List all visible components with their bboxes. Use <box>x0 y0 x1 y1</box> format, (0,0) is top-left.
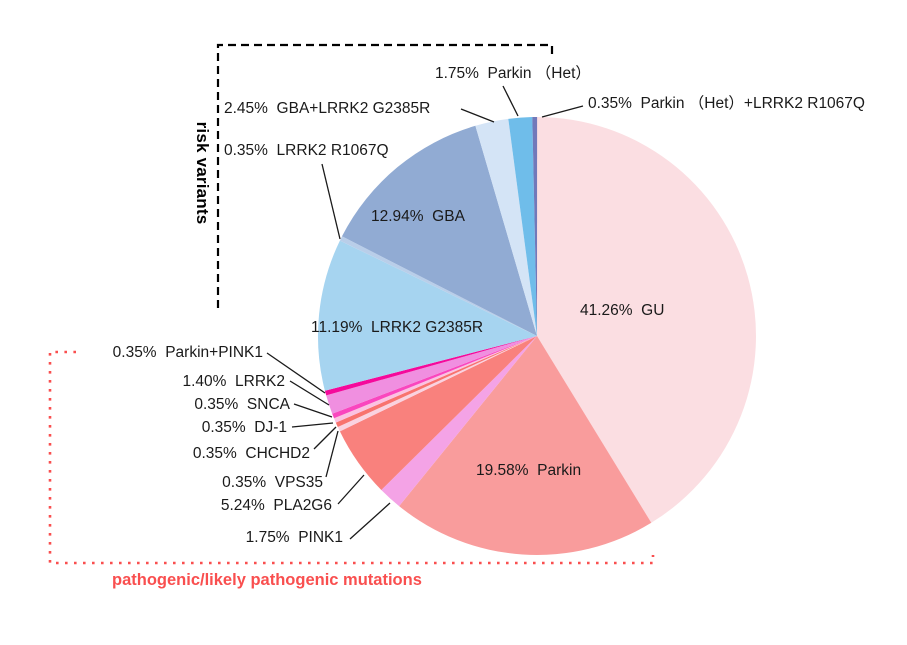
slice-label-lrrk2-g2385r: 11.19% LRRK2 G2385R <box>311 319 483 336</box>
pie-slice-parkin-pink1 <box>324 336 537 396</box>
leader-line-gba-lrrk2-g2385r <box>460 108 495 123</box>
leader-line-snca <box>293 403 333 418</box>
leader-line-chchd2 <box>313 426 337 450</box>
leader-line-pink1 <box>349 502 391 540</box>
slice-label-gba-lrrk2-g2385r: 2.45% GBA+LRRK2 G2385R <box>224 100 430 117</box>
slice-label-lrrk2-r1067q: 0.35% LRRK2 R1067Q <box>224 142 389 159</box>
slice-labels-group: 41.26% GU 19.58% Parkin 1.75% PINK1 5.24% P… <box>113 65 865 546</box>
slice-label-gu: 41.26% GU <box>580 302 664 319</box>
pie-slice-vps35 <box>337 336 537 432</box>
pie-slice-lrrk2-g2385r <box>317 240 537 391</box>
leader-line-dj-1 <box>291 422 334 428</box>
slice-label-pink1: 1.75% PINK1 <box>246 529 343 546</box>
pie-slice-gba <box>342 125 537 336</box>
slice-label-parkin: 19.58% Parkin <box>476 462 581 479</box>
slice-label-lrrk2: 1.40% LRRK2 <box>182 373 285 390</box>
slice-label-pla2g6: 5.24% PLA2G6 <box>221 497 332 514</box>
leader-line-pla2g6 <box>337 474 365 505</box>
pie-slice-gba-lrrk2-g2385r <box>475 118 537 337</box>
leader-line-parkin-pink1 <box>266 352 326 394</box>
slice-label-parkin-het: 1.75% Parkin （Het） <box>435 65 591 82</box>
pie-slice-chchd2 <box>335 336 537 427</box>
leader-line-parkin-het-lrrk2-r1067q <box>541 105 584 118</box>
risk-variants-bracket <box>216 43 554 308</box>
leader-line-parkin-het <box>502 85 519 117</box>
slice-label-vps35: 0.35% VPS35 <box>222 474 323 491</box>
pie-slice-lrrk2 <box>326 336 537 414</box>
slice-label-chchd2: 0.35% CHCHD2 <box>193 445 310 462</box>
pie-slice-parkin-het <box>508 117 537 336</box>
pie-slice-pla2g6 <box>339 336 537 490</box>
slice-label-parkin-pink1: 0.35% Parkin+PINK1 <box>113 344 263 361</box>
pie-slices-group <box>317 116 756 555</box>
leader-line-vps35 <box>325 430 339 478</box>
pie-slice-parkin <box>399 336 652 555</box>
slice-label-dj-1: 0.35% DJ-1 <box>202 419 287 436</box>
pathogenic-label: pathogenic/likely pathogenic mutations <box>112 571 422 589</box>
pie-slice-snca <box>332 336 537 419</box>
slice-label-gba: 12.94% GBA <box>371 208 466 225</box>
slice-label-snca: 0.35% SNCA <box>194 396 290 413</box>
pie-slice-dj-1 <box>334 336 537 423</box>
pie-slice-pink1 <box>381 336 537 507</box>
leader-line-lrrk2 <box>289 380 330 406</box>
risk-variants-label: risk variants <box>193 122 212 225</box>
pie-slice-parkin-het-lrrk2-r1067q <box>532 116 538 336</box>
pie-slice-gu <box>537 117 756 523</box>
leader-lines-group <box>266 85 584 540</box>
leader-line-lrrk2-r1067q <box>321 163 341 240</box>
slice-label-parkin-het-lrrk2-r1067q: 0.35% Parkin （Het）+LRRK2 R1067Q <box>588 95 865 112</box>
pie-slice-lrrk2-r1067q <box>339 236 537 336</box>
